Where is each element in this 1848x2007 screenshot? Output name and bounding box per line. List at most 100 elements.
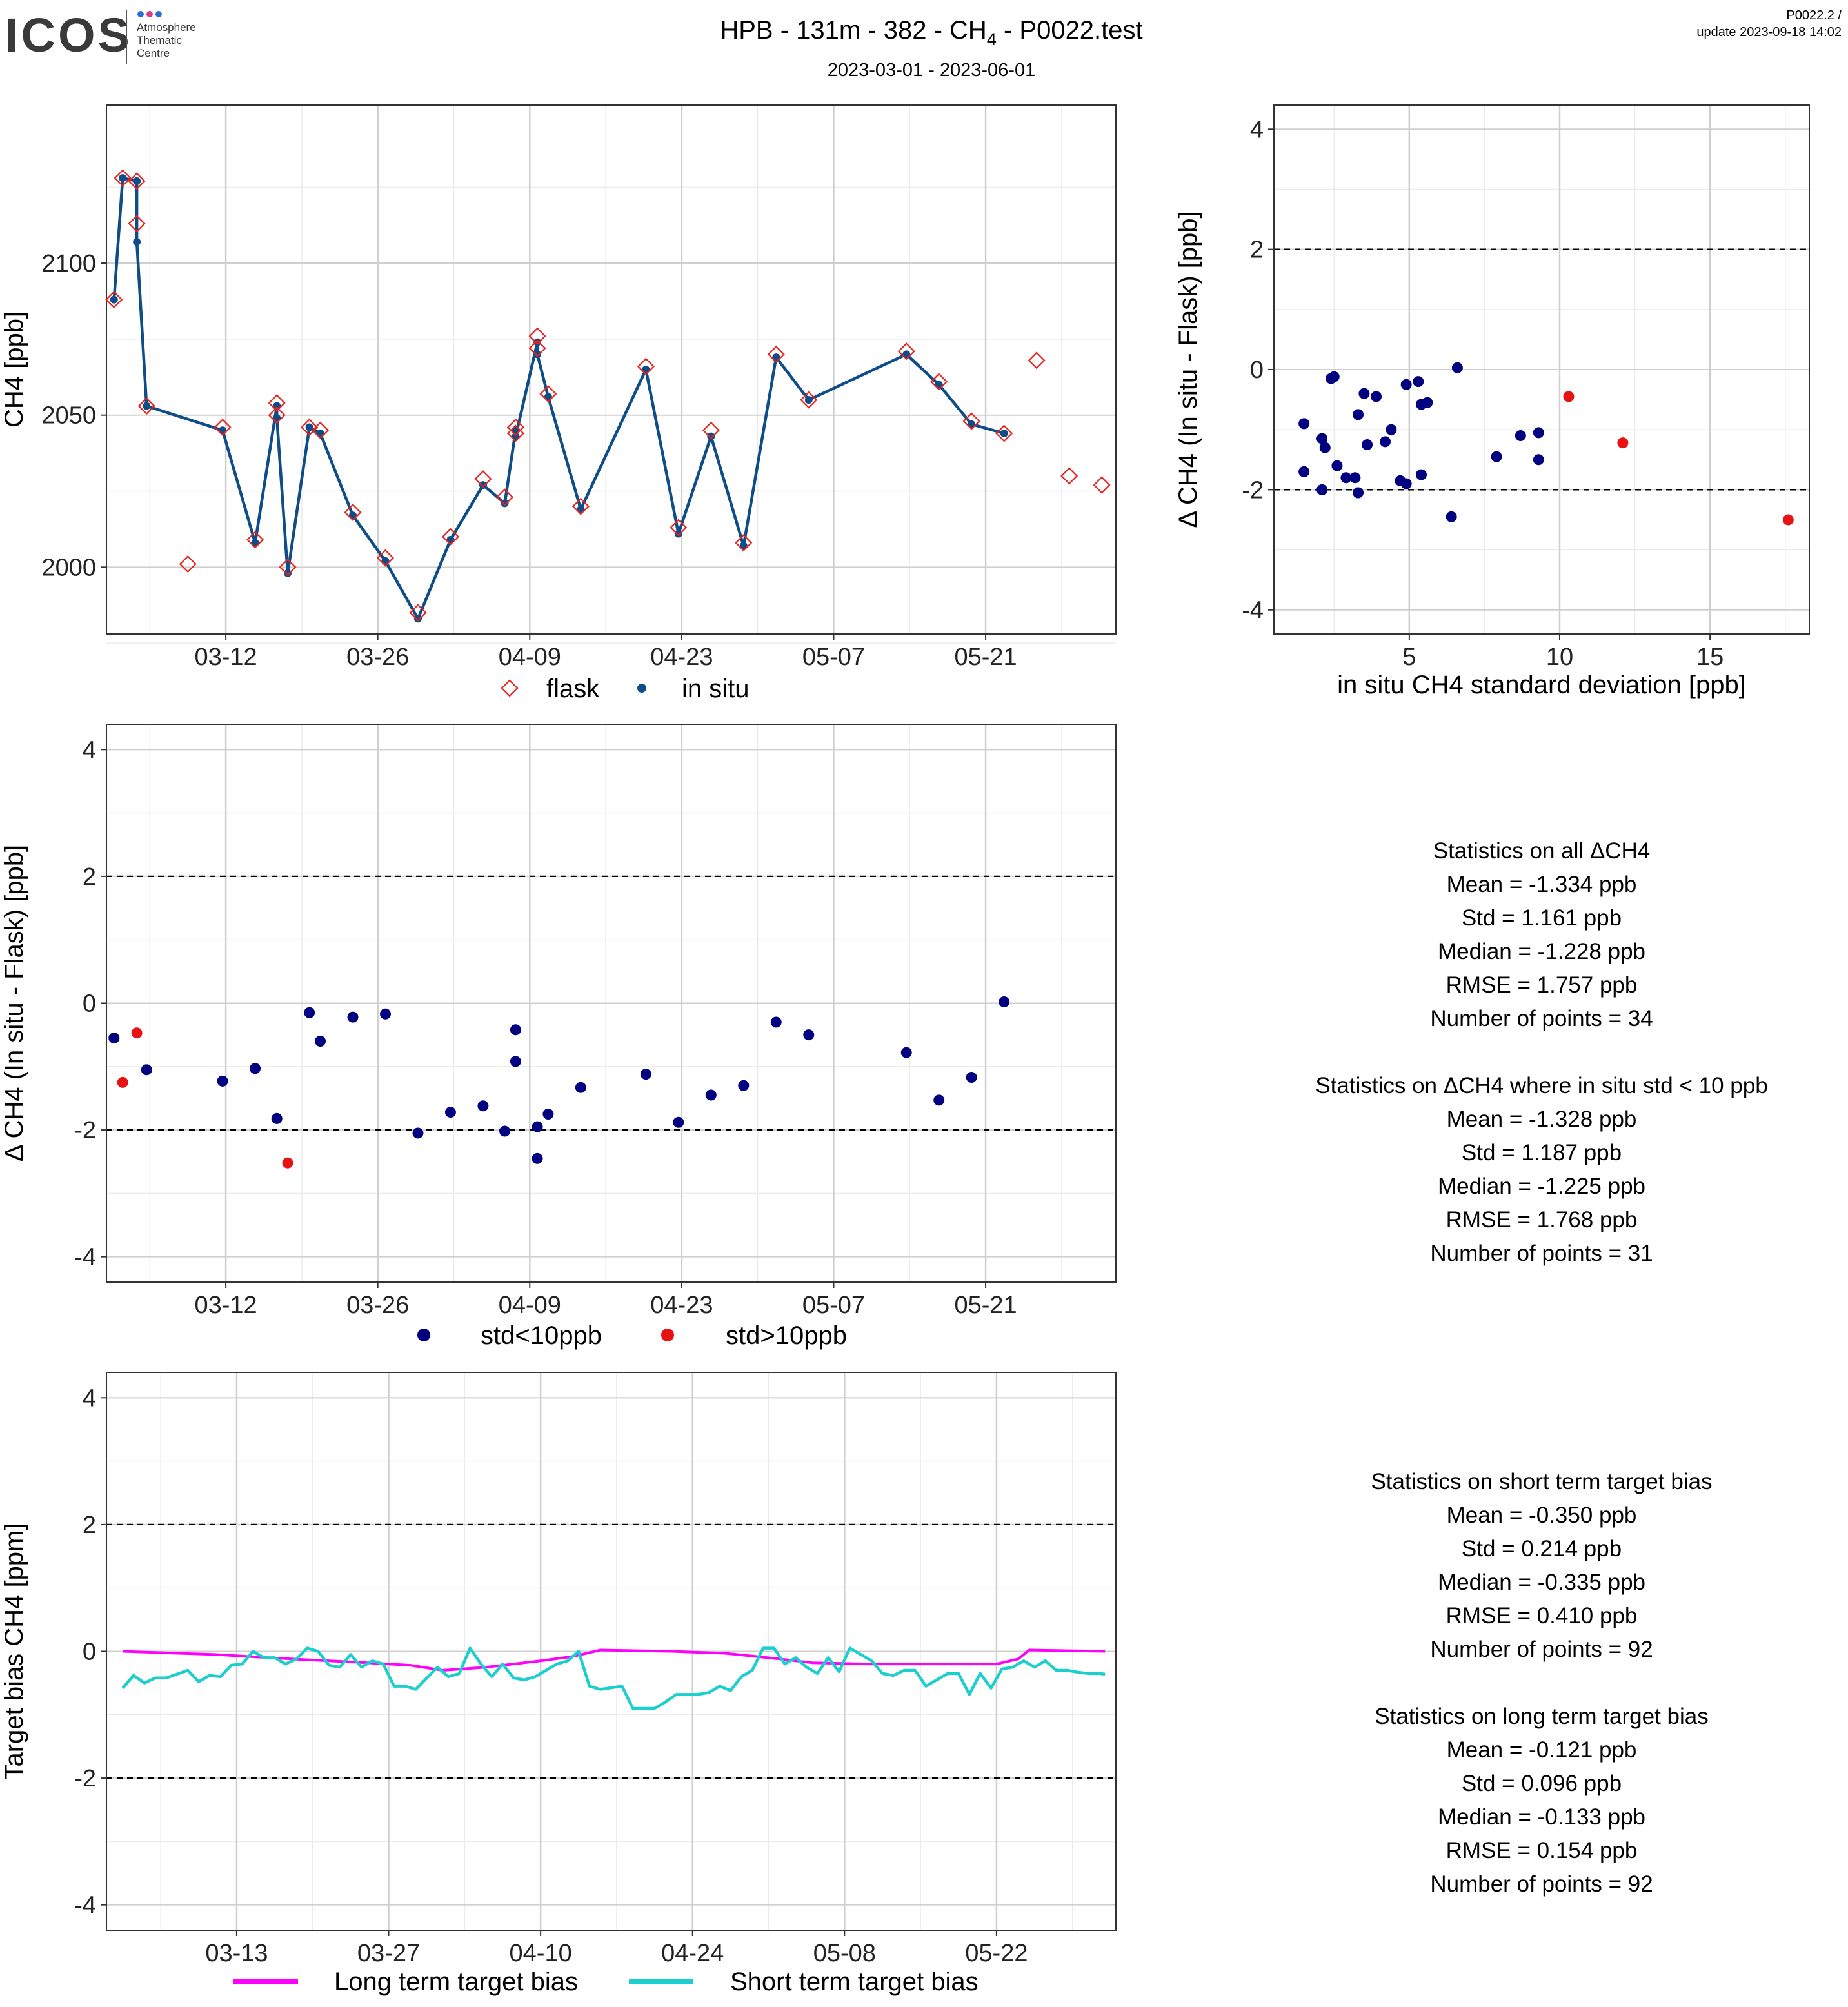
insitu-point [533,350,542,359]
delta-point-low [444,1107,456,1118]
y-axis-label: Δ CH4 (In situ - Flask) [ppb] [1174,211,1202,528]
stats-line: Median = -0.133 ppb [1437,1804,1646,1830]
x-tick-label: 05-21 [954,1292,1017,1319]
flask-point [376,549,395,567]
delta-timeseries-chart: -4 -2 0 2 4 03-12 03-26 04-09 04-23 05-07 05-21 Δ C… [0,724,1117,1350]
scatter-point-low [1371,391,1382,402]
flask-point [528,339,546,357]
delta-point-low [477,1100,489,1112]
delta-point-low [412,1127,424,1139]
x-tick-label: 03-13 [205,1940,268,1967]
x-tick-label: 15 [1696,644,1724,671]
delta-point-low [999,996,1010,1008]
insitu-point [707,432,715,440]
insitu-point [533,338,542,346]
flask-point [279,558,297,576]
flask-point [735,534,753,552]
scatter-point-low [1380,436,1391,448]
delta-point-low [271,1112,283,1124]
stats-line: Number of points = 92 [1430,1637,1653,1662]
stats-line: RMSE = 1.757 ppb [1446,973,1638,998]
stats-line [1264,1666,1819,1700]
target-bias-chart: -4 -2 0 2 4 03-13 03-27 04-10 04-24 05-08 05-22 Tar… [0,1372,1117,1996]
delta-point-low [900,1047,912,1058]
insitu-point [133,177,141,185]
stats-line: Mean = -1.334 ppb [1446,872,1637,897]
stats-line: Mean = -1.328 ppb [1446,1107,1637,1132]
scatter-point-low [1319,442,1331,453]
delta-point-low [640,1069,651,1080]
delta-point-low [217,1075,228,1087]
scatter-point-low [1400,379,1412,390]
x-tick-label: 03-26 [346,644,409,671]
insitu-point [110,295,118,304]
scatter-point-high [1782,514,1794,526]
stats-line: Mean = -0.350 ppb [1446,1503,1637,1528]
scatter-point-low [1328,371,1340,382]
logo-sub-2: Thematic [137,34,182,46]
y-tick-label: -4 [1242,597,1264,624]
scatter-point-low [1298,418,1310,430]
legend-flask-label: flask [546,675,600,703]
stats-line: RMSE = 1.768 ppb [1446,1207,1638,1232]
flask-point [268,394,286,412]
stats-line: RMSE = 0.410 ppb [1446,1603,1638,1628]
x-tick-label: 04-10 [510,1940,572,1967]
y-tick-label: 2100 [41,250,96,277]
x-tick-label: 04-24 [661,1940,724,1967]
legend-high-label: std>10ppb [726,1321,847,1350]
x-tick-label: 03-27 [357,1940,420,1967]
x-tick-label: 03-26 [346,1292,409,1319]
y-tick-label: 0 [83,991,96,1018]
legend-insitu-marker [637,684,646,693]
flask-point [506,424,524,442]
flask-point [474,470,492,488]
legend-flask-marker [501,679,519,697]
delta-point-low [532,1121,543,1132]
y-tick-label: 4 [83,1385,96,1412]
scatter-point-low [1349,472,1361,484]
stats-line: RMSE = 0.154 ppb [1446,1838,1638,1863]
stats-line: Std = 1.161 ppb [1461,905,1622,931]
scatter-point-low [1353,487,1364,499]
scatter-point-low [1451,362,1463,373]
insitu-point [804,396,813,404]
legend-insitu-label: in situ [682,675,750,703]
stats-line: Statistics on short term target bias [1371,1469,1713,1494]
stats-line: Median = -0.335 ppb [1437,1570,1646,1595]
delta-point-low [347,1011,359,1023]
flask-point [114,169,132,187]
scatter-point-low [1400,478,1412,489]
delta-point-high [117,1076,128,1088]
delta-point-low [510,1024,521,1036]
flask-point [105,291,123,309]
scatter-point-low [1340,472,1352,484]
x-tick-label: 10 [1546,644,1573,671]
scatter-point-low [1298,466,1310,477]
plot-frame [106,104,1117,635]
flask-point [268,406,286,424]
x-tick-label: 05-21 [954,644,1017,671]
flask-point [301,418,319,437]
y-tick-label: 4 [83,737,96,764]
y-tick-label: 2 [83,1512,96,1539]
stats-line: Std = 0.214 ppb [1461,1536,1622,1561]
flask-point [128,215,146,233]
flask-point [496,488,514,506]
delta-point-low [108,1033,120,1044]
y-tick-label: 2050 [41,402,96,430]
delta-point-low [770,1016,782,1028]
stats-line: Std = 1.187 ppb [1461,1140,1622,1165]
insitu-point [501,499,509,508]
delta-point-high [282,1157,293,1169]
flask-point [528,327,546,345]
insitu-line [112,176,1005,620]
y-tick-label: -2 [1242,477,1264,504]
insitu-point [413,615,422,623]
delta-point-low [933,1094,945,1106]
long-term-line [123,1648,1106,1672]
stats-line: Number of points = 34 [1430,1006,1653,1031]
flask-point [179,555,197,573]
x-tick-label: 04-23 [650,644,713,671]
stats-line: Median = -1.225 ppb [1437,1174,1646,1199]
